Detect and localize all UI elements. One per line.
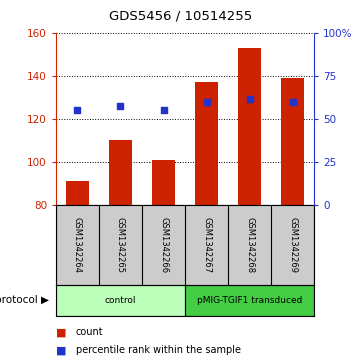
Point [161,107,166,113]
Point [118,103,123,109]
Point [204,99,209,105]
Text: control: control [105,296,136,305]
Text: GSM1342264: GSM1342264 [73,217,82,273]
Text: pMIG-TGIF1 transduced: pMIG-TGIF1 transduced [197,296,302,305]
Text: GSM1342268: GSM1342268 [245,217,254,273]
Bar [66,182,89,205]
Bar [195,82,218,205]
Text: ■: ■ [56,327,66,337]
Text: GSM1342266: GSM1342266 [159,217,168,273]
Point [290,99,295,105]
Text: ■: ■ [56,345,66,355]
Bar [152,160,175,205]
Bar [185,285,314,316]
Text: protocol ▶: protocol ▶ [0,295,49,305]
Point [75,107,81,113]
Text: GSM1342269: GSM1342269 [288,217,297,273]
Text: percentile rank within the sample: percentile rank within the sample [76,345,241,355]
Point [247,97,252,102]
Text: count: count [76,327,104,337]
Text: GSM1342265: GSM1342265 [116,217,125,273]
Bar [109,140,132,205]
Bar [238,48,261,205]
Text: GDS5456 / 10514255: GDS5456 / 10514255 [109,10,252,23]
Bar [281,78,304,205]
Bar [56,285,185,316]
Text: GSM1342267: GSM1342267 [202,217,211,273]
